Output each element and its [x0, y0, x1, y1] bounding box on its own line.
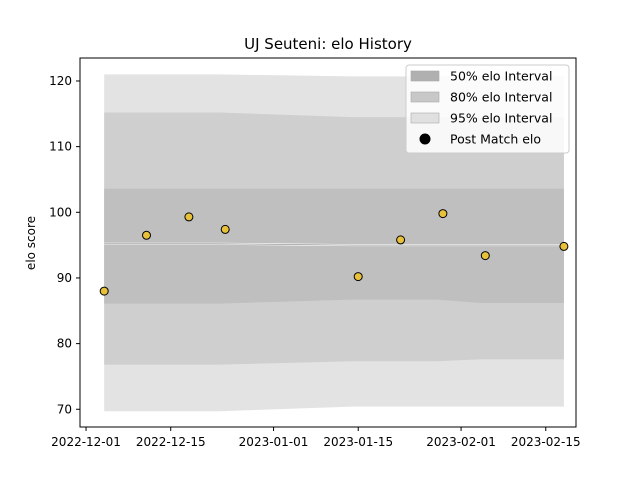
x-tick-label: 2023-01-01	[239, 435, 309, 449]
post-match-point	[438, 209, 448, 219]
post-match-point	[99, 286, 109, 296]
y-tick-label: 110	[49, 140, 72, 154]
y-axis-ticks: 70 80 90 100 110 120	[49, 74, 80, 416]
post-match-point	[353, 272, 363, 282]
interval-bands	[104, 74, 564, 412]
legend-swatch	[410, 91, 440, 103]
legend-label: 50% elo Interval	[450, 69, 552, 84]
legend-swatch	[410, 112, 440, 124]
mean-elo-line-core	[104, 243, 564, 246]
post-match-point	[559, 241, 569, 251]
legend: 50% elo Interval 80% elo Interval 95% elo …	[405, 64, 570, 154]
post-match-point	[396, 235, 406, 245]
y-axis-label: elo score	[24, 216, 38, 270]
x-axis-ticks: 2022-12-01 2022-12-15 2023-01-01 2023-01-15…	[51, 427, 581, 449]
x-tick-label: 2023-01-15	[323, 435, 393, 449]
post-match-point	[184, 212, 194, 222]
legend-box	[405, 64, 570, 154]
post-match-points	[99, 209, 569, 296]
x-tick-label: 2023-02-01	[426, 435, 496, 449]
plot-frame	[79, 57, 577, 428]
legend-marker	[419, 133, 431, 145]
legend-label: 80% elo Interval	[450, 90, 552, 105]
post-match-point	[220, 224, 230, 234]
y-tick-label: 120	[49, 74, 72, 88]
legend-label: 95% elo Interval	[450, 111, 552, 126]
x-tick-label: 2022-12-15	[136, 435, 206, 449]
band-50-percent	[104, 188, 564, 304]
x-tick-label: 2023-02-15	[511, 435, 581, 449]
y-tick-label: 90	[57, 271, 72, 285]
x-tick-label: 2022-12-01	[51, 435, 121, 449]
chart-title: UJ Seuteni: elo History	[244, 35, 412, 53]
post-match-point	[480, 251, 490, 261]
legend-label: Post Match elo	[450, 132, 541, 147]
y-tick-label: 80	[57, 337, 72, 351]
legend-swatch	[410, 70, 440, 82]
y-tick-label: 70	[57, 402, 72, 416]
y-tick-label: 100	[49, 205, 72, 219]
post-match-point	[142, 230, 151, 240]
